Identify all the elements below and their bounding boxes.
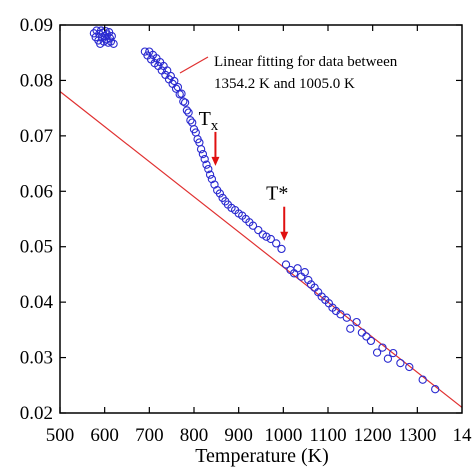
y-tick-label: 0.06 xyxy=(20,181,53,202)
data-point xyxy=(300,268,309,277)
plot-frame xyxy=(59,24,463,414)
data-point xyxy=(248,221,258,230)
data-point xyxy=(346,324,355,333)
data-point xyxy=(204,164,213,174)
data-point xyxy=(357,328,367,337)
data-point xyxy=(389,348,398,358)
data-point xyxy=(304,275,313,285)
x-tick-label: 14 xyxy=(453,425,473,446)
x-tick-label: 700 xyxy=(135,425,164,446)
data-point xyxy=(186,116,195,125)
fit-line xyxy=(59,91,463,408)
data-points-layer xyxy=(89,26,440,394)
legend-text-line1: Linear fitting for data between xyxy=(214,54,398,70)
x-tick-label: 800 xyxy=(180,425,209,446)
legend: Linear fitting for data between 1354.2 K… xyxy=(179,54,398,92)
data-point xyxy=(431,385,440,394)
x-ticks-layer: 500 600 700 800 900 1000 1100 1200 1300 14 xyxy=(46,25,472,446)
data-point xyxy=(383,354,393,363)
data-point xyxy=(293,264,302,273)
data-point xyxy=(342,313,351,322)
data-point xyxy=(200,154,209,164)
data-point xyxy=(177,89,186,98)
data-point xyxy=(109,39,118,48)
data-point xyxy=(277,244,286,254)
data-point xyxy=(281,260,291,269)
y-tick-label: 0.08 xyxy=(20,70,53,91)
data-point xyxy=(215,189,225,198)
x-tick-label: 1300 xyxy=(398,425,436,446)
annotation-arrow-head-1 xyxy=(211,156,220,166)
data-point xyxy=(262,232,271,241)
data-point xyxy=(107,31,116,41)
data-point xyxy=(336,310,345,319)
x-tick-label: 1000 xyxy=(264,425,302,446)
data-point xyxy=(184,108,193,117)
legend-text-line2: 1354.2 K and 1005.0 K xyxy=(214,76,355,92)
data-point xyxy=(372,348,382,357)
y-tick-label: 0.04 xyxy=(20,292,54,313)
data-point xyxy=(106,37,116,46)
y-tick-label: 0.05 xyxy=(20,237,53,258)
annotation-arrow-head-2 xyxy=(280,231,289,241)
data-point xyxy=(418,375,427,384)
y-tick-label: 0.02 xyxy=(20,403,53,424)
x-axis-title: Temperature (K) xyxy=(195,445,329,467)
data-point xyxy=(396,358,405,368)
data-point xyxy=(366,336,376,346)
x-tick-label: 900 xyxy=(224,425,253,446)
annotations-layer: Tx T* xyxy=(199,108,289,241)
data-point xyxy=(266,234,275,244)
data-point xyxy=(180,98,190,107)
x-tick-label: 1200 xyxy=(354,425,392,446)
data-point xyxy=(378,343,387,352)
data-point xyxy=(170,76,179,86)
data-point xyxy=(182,106,192,115)
annotation-label-1: Tx xyxy=(199,108,219,134)
data-point xyxy=(272,239,281,248)
data-point xyxy=(89,29,99,38)
x-tick-label: 1100 xyxy=(309,425,346,446)
data-point xyxy=(198,149,208,159)
data-point xyxy=(173,82,183,92)
annotation-label-2: T* xyxy=(266,183,288,205)
y-ticks-layer: 0.02 0.03 0.04 0.05 0.06 0.07 0.08 0.09 xyxy=(20,15,462,424)
data-point xyxy=(202,160,211,169)
data-point xyxy=(179,97,188,106)
x-tick-label: 600 xyxy=(90,425,119,446)
y-tick-label: 0.03 xyxy=(20,348,53,369)
data-point xyxy=(405,362,414,372)
data-point xyxy=(362,332,371,341)
data-point xyxy=(352,317,361,327)
y-tick-label: 0.07 xyxy=(20,126,53,147)
x-tick-label: 500 xyxy=(46,425,75,446)
legend-line-sample xyxy=(179,56,209,74)
data-point xyxy=(196,145,206,154)
fit-line-layer xyxy=(59,91,463,408)
data-point xyxy=(254,225,263,235)
y-tick-label: 0.09 xyxy=(20,15,53,36)
data-point xyxy=(205,170,215,179)
